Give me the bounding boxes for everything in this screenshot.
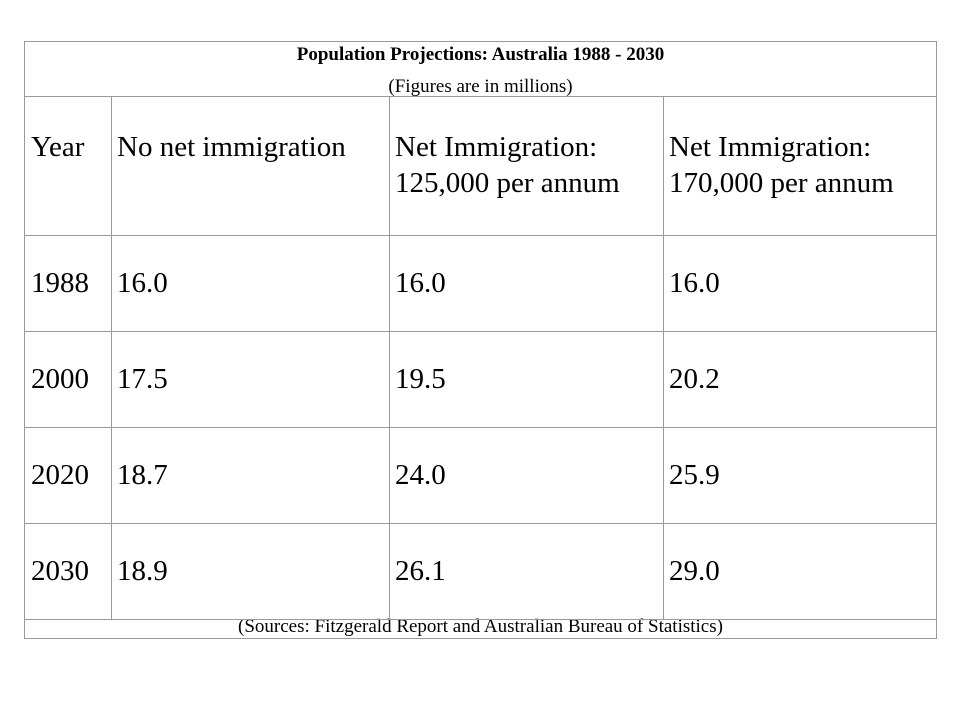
column-divider [663, 97, 664, 619]
year-cell: 1988 [31, 267, 89, 299]
value-cell: 16.0 [395, 267, 446, 299]
value-cell: 16.0 [117, 267, 168, 299]
column-header-line: Net Immigration: [395, 131, 598, 163]
population-table: Population Projections: Australia 1988 -… [24, 41, 937, 639]
year-cell: 2020 [31, 459, 89, 491]
value-cell: 25.9 [669, 459, 720, 491]
table-subtitle: (Figures are in millions) [388, 76, 573, 97]
year-cell: 2030 [31, 555, 89, 587]
row-divider [25, 427, 936, 428]
table-title-cell: Population Projections: Australia 1988 -… [25, 42, 936, 97]
value-cell: 18.7 [117, 459, 168, 491]
column-header: Year [25, 129, 111, 165]
column-header-line: 170,000 per annum [669, 167, 894, 199]
row-divider [25, 235, 936, 236]
year-cell: 2000 [31, 363, 89, 395]
column-header-line: Net Immigration: [669, 131, 872, 163]
column-header-line: 125,000 per annum [395, 167, 620, 199]
value-cell: 19.5 [395, 363, 446, 395]
column-header: Net Immigration: 125,000 per annum [389, 129, 663, 201]
column-header-line: Year [31, 131, 85, 163]
value-cell: 24.0 [395, 459, 446, 491]
row-divider [25, 619, 936, 620]
value-cell: 20.2 [669, 363, 720, 395]
value-cell: 18.9 [117, 555, 168, 587]
column-divider [389, 97, 390, 619]
column-header-line: No net immigration [117, 131, 346, 163]
row-divider [25, 331, 936, 332]
column-divider [111, 97, 112, 619]
row-divider [25, 523, 936, 524]
column-header: No net immigration [111, 129, 389, 165]
value-cell: 29.0 [669, 555, 720, 587]
column-header: Net Immigration: 170,000 per annum [663, 129, 938, 201]
table-title: Population Projections: Australia 1988 -… [296, 44, 665, 65]
value-cell: 17.5 [117, 363, 168, 395]
value-cell: 16.0 [669, 267, 720, 299]
value-cell: 26.1 [395, 555, 446, 587]
table-source-note: (Sources: Fitzgerald Report and Australi… [238, 616, 723, 637]
